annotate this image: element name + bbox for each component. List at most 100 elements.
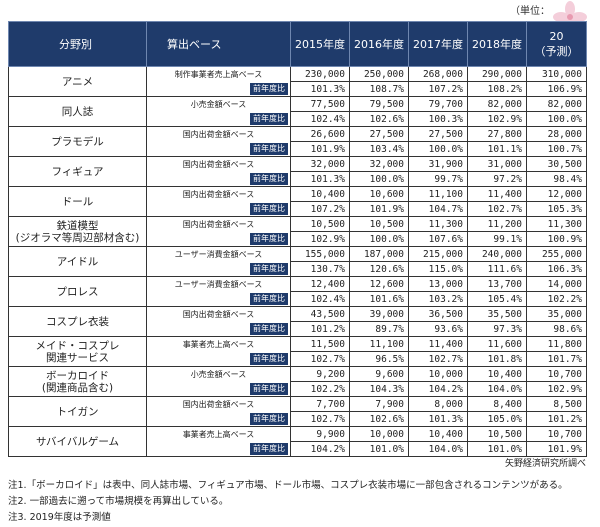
table-row: フィギュア 国内出荷金額ベース 32,000 32,000 31,900 31,000 30… bbox=[8, 156, 587, 187]
yoy-cell: 102.7% bbox=[408, 351, 468, 367]
field-name: トイガン bbox=[56, 405, 99, 418]
value-cell: 13,700 bbox=[467, 276, 527, 292]
basis-cell: 事業者売上高ベース bbox=[146, 426, 291, 442]
value-cell: 7,700 bbox=[290, 396, 350, 412]
value-cell: 43,500 bbox=[290, 306, 350, 322]
value-cell: 8,400 bbox=[467, 396, 527, 412]
yoy-label: 前年度比 bbox=[250, 443, 288, 456]
basis-cell: 小売金額ベース bbox=[146, 366, 291, 382]
yoy-label: 前年度比 bbox=[250, 233, 288, 246]
yoy-label-cell: 前年度比 bbox=[146, 381, 291, 397]
value-cell: 13,000 bbox=[408, 276, 468, 292]
field-cell: 同人誌 bbox=[8, 96, 147, 127]
source-note: 矢野経済研究所調べ bbox=[504, 459, 586, 469]
yoy-cell: 100.3% bbox=[408, 111, 468, 127]
yoy-cell: 100.0% bbox=[349, 171, 409, 187]
yoy-label: 前年度比 bbox=[250, 353, 288, 366]
yoy-cell: 130.7% bbox=[290, 261, 350, 277]
value-cell: 10,500 bbox=[290, 216, 350, 232]
table-row: 鉄道模型 (ジオラマ等周辺部材含む) 国内出荷金額ベース 10,500 10,500 11… bbox=[8, 216, 587, 247]
value-cell: 10,500 bbox=[467, 426, 527, 442]
yoy-cell: 101.3% bbox=[408, 411, 468, 427]
yoy-label-cell: 前年度比 bbox=[146, 351, 291, 367]
yoy-label-cell: 前年度比 bbox=[146, 111, 291, 127]
value-cell: 215,000 bbox=[408, 246, 468, 262]
yoy-cell: 102.7% bbox=[290, 411, 350, 427]
header-year-2019-label: 20 bbox=[549, 29, 564, 43]
value-cell: 35,000 bbox=[526, 306, 587, 322]
value-cell: 10,500 bbox=[349, 216, 409, 232]
table-row: メイド・コスプレ 関連サービス 事業者売上高ベース 11,500 11,100 11,40… bbox=[8, 336, 587, 367]
header-basis: 算出ベース bbox=[146, 21, 291, 67]
value-cell: 10,400 bbox=[290, 186, 350, 202]
value-cell: 14,000 bbox=[526, 276, 587, 292]
field-name: フィギュア bbox=[51, 165, 104, 178]
yoy-label: 前年度比 bbox=[250, 383, 288, 396]
field-cell: ボーカロイド (関連商品含む) bbox=[8, 366, 147, 397]
field-name: アニメ bbox=[61, 75, 94, 88]
value-cell: 79,700 bbox=[408, 96, 468, 112]
yoy-cell: 101.1% bbox=[467, 141, 527, 157]
footnotes: 注1.「ボーカロイド」は表中、同人誌市場、フィギュア市場、ドール市場、コスプレ衣… bbox=[8, 478, 568, 526]
value-cell: 79,500 bbox=[349, 96, 409, 112]
field-subname: 関連サービス bbox=[46, 351, 109, 364]
yoy-cell: 106.9% bbox=[526, 81, 587, 97]
value-cell: 10,000 bbox=[349, 426, 409, 442]
table-row: ボーカロイド (関連商品含む) 小売金額ベース 9,200 9,600 10,000 10,… bbox=[8, 366, 587, 397]
basis-cell: 国内出荷金額ベース bbox=[146, 156, 291, 172]
market-size-table: 分野別 算出ベース 2015年度 2016年度 2017年度 2018年度 20… bbox=[8, 21, 587, 457]
yoy-cell: 102.4% bbox=[290, 291, 350, 307]
yoy-cell: 97.2% bbox=[467, 171, 527, 187]
field-name: プラモデル bbox=[51, 135, 104, 148]
yoy-label: 前年度比 bbox=[250, 413, 288, 426]
value-cell: 11,400 bbox=[467, 186, 527, 202]
table-row-yoy: 前年度比 102.9% 100.0% 107.6% 99.1% 100.9% bbox=[9, 231, 587, 247]
yoy-cell: 107.6% bbox=[408, 231, 468, 247]
yoy-cell: 102.6% bbox=[349, 411, 409, 427]
yoy-label-cell: 前年度比 bbox=[146, 291, 291, 307]
table-row-yoy: 前年度比 102.4% 101.6% 103.2% 105.4% 102.2% bbox=[9, 291, 587, 307]
table-row: サバイバルゲーム 事業者売上高ベース 9,900 10,000 10,400 10,500… bbox=[8, 426, 587, 457]
value-cell: 36,500 bbox=[408, 306, 468, 322]
value-cell: 230,000 bbox=[290, 66, 350, 82]
yoy-cell: 102.2% bbox=[290, 381, 350, 397]
value-cell: 32,000 bbox=[290, 156, 350, 172]
yoy-cell: 120.6% bbox=[349, 261, 409, 277]
yoy-cell: 102.4% bbox=[290, 111, 350, 127]
value-cell: 27,500 bbox=[349, 126, 409, 142]
footnote-1: 注1.「ボーカロイド」は表中、同人誌市場、フィギュア市場、ドール市場、コスプレ衣… bbox=[8, 480, 568, 491]
table-row-yoy: 前年度比 102.7% 96.5% 102.7% 101.8% 101.7% bbox=[9, 351, 587, 367]
value-cell: 12,600 bbox=[349, 276, 409, 292]
field-cell: コスプレ衣装 bbox=[8, 306, 147, 337]
yoy-label: 前年度比 bbox=[250, 173, 288, 186]
value-cell: 30,500 bbox=[526, 156, 587, 172]
header-year-2019: 20 （予測） bbox=[526, 21, 587, 67]
value-cell: 27,800 bbox=[467, 126, 527, 142]
table-row-yoy: 前年度比 101.3% 100.0% 99.7% 97.2% 98.4% bbox=[9, 171, 587, 187]
value-cell: 28,000 bbox=[526, 126, 587, 142]
yoy-cell: 115.0% bbox=[408, 261, 468, 277]
header-year-2015: 2015年度 bbox=[290, 21, 350, 67]
table-row: 同人誌 小売金額ベース 77,500 79,500 79,700 82,000 82,000 bbox=[8, 96, 587, 127]
field-cell: フィギュア bbox=[8, 156, 147, 187]
yoy-label: 前年度比 bbox=[250, 323, 288, 336]
yoy-cell: 104.7% bbox=[408, 201, 468, 217]
yoy-cell: 111.6% bbox=[467, 261, 527, 277]
table-row-yoy: 前年度比 102.2% 104.3% 104.2% 104.0% 102.9% bbox=[9, 381, 587, 397]
yoy-cell: 100.0% bbox=[526, 111, 587, 127]
table-row-yoy: 前年度比 107.2% 101.9% 104.7% 102.7% 105.3% bbox=[9, 201, 587, 217]
yoy-cell: 107.2% bbox=[408, 81, 468, 97]
yoy-cell: 101.7% bbox=[526, 351, 587, 367]
yoy-cell: 100.7% bbox=[526, 141, 587, 157]
table-row: プラモデル 国内出荷金額ベース 26,600 27,500 27,500 27,800 28… bbox=[8, 126, 587, 157]
yoy-label: 前年度比 bbox=[250, 113, 288, 126]
value-cell: 82,000 bbox=[467, 96, 527, 112]
yoy-label-cell: 前年度比 bbox=[146, 171, 291, 187]
basis-cell: 事業者売上高ベース bbox=[146, 336, 291, 352]
yoy-cell: 99.7% bbox=[408, 171, 468, 187]
value-cell: 12,000 bbox=[526, 186, 587, 202]
yoy-cell: 104.3% bbox=[349, 381, 409, 397]
table-row: アニメ 制作事業者売上高ベース 230,000 250,000 268,000 290,0… bbox=[8, 66, 587, 97]
yoy-cell: 108.7% bbox=[349, 81, 409, 97]
value-cell: 11,100 bbox=[349, 336, 409, 352]
